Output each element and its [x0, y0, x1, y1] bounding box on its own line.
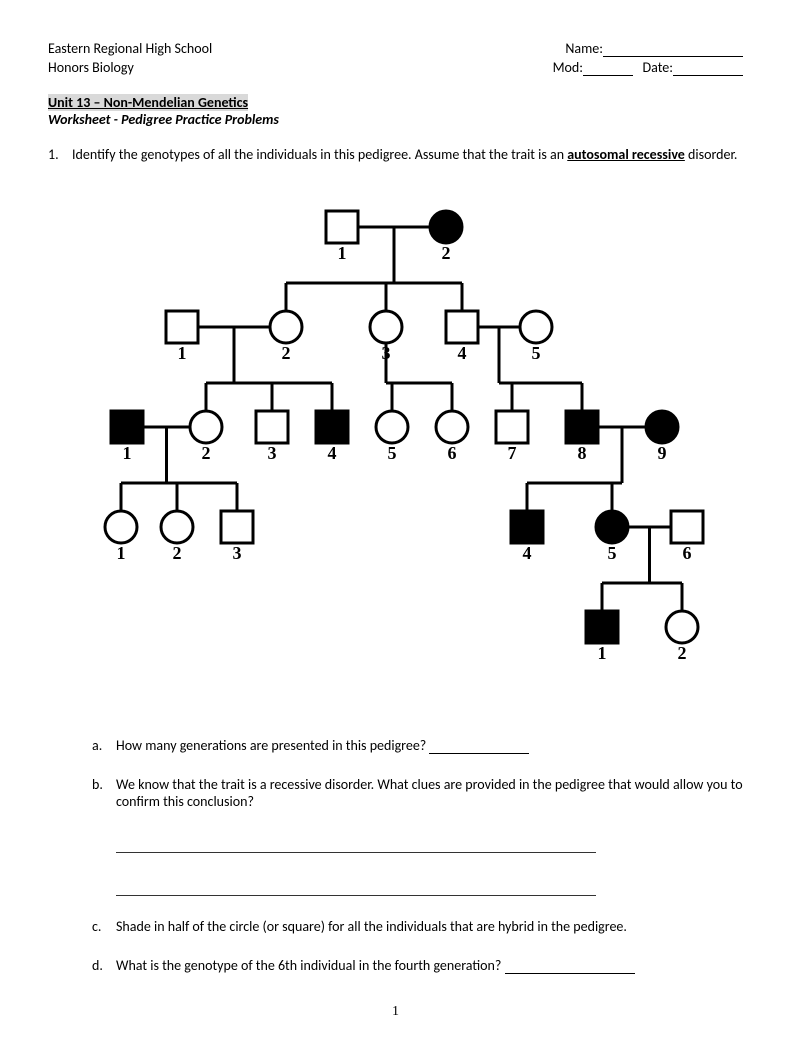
mod-date-labels: Mod: Date: [553, 59, 743, 76]
sub-d-text: What is the genotype of the 6th individu… [116, 957, 743, 974]
svg-text:2: 2 [172, 543, 181, 563]
unit-title: Unit 13 – Non-Mendelian Genetics [48, 94, 248, 111]
svg-text:4: 4 [522, 543, 531, 563]
svg-text:7: 7 [507, 443, 516, 463]
school-label: Eastern Regional High School [48, 40, 212, 57]
q1-text: Identify the genotypes of all the indivi… [72, 146, 743, 163]
svg-text:6: 6 [447, 443, 456, 463]
svg-text:5: 5 [531, 343, 540, 363]
sub-c-text: Shade in half of the circle (or square) … [116, 918, 743, 935]
svg-text:9: 9 [657, 443, 666, 463]
svg-text:3: 3 [232, 543, 241, 563]
sub-b-letter: b. [92, 776, 116, 896]
svg-text:1: 1 [597, 643, 606, 663]
svg-text:5: 5 [387, 443, 396, 463]
sub-a-letter: a. [92, 737, 116, 754]
svg-text:4: 4 [457, 343, 466, 363]
mod-blank[interactable] [583, 61, 633, 76]
svg-text:1: 1 [116, 543, 125, 563]
sub-c-letter: c. [92, 918, 116, 935]
name-blank[interactable] [603, 42, 743, 57]
worksheet-title: Worksheet - Pedigree Practice Problems [48, 111, 279, 128]
sub-a-text: How many generations are presented in th… [116, 737, 743, 754]
svg-text:1: 1 [122, 443, 131, 463]
q1-number: 1. [48, 146, 72, 163]
svg-text:3: 3 [381, 343, 390, 363]
svg-text:2: 2 [281, 343, 290, 363]
page-number: 1 [48, 1004, 743, 1020]
svg-text:2: 2 [677, 643, 686, 663]
svg-text:8: 8 [577, 443, 586, 463]
sub-d-letter: d. [92, 957, 116, 974]
course-label: Honors Biology [48, 59, 134, 76]
svg-text:3: 3 [267, 443, 276, 463]
svg-text:2: 2 [201, 443, 210, 463]
sub-a-blank[interactable] [429, 739, 529, 754]
pedigree-diagram: 1 2 1 2 3 4 5 1 2 3 4 5 6 7 8 9 1 2 3 4 5 6 1 2 [91, 183, 701, 677]
svg-text:4: 4 [327, 443, 336, 463]
sub-b-blank-1[interactable] [116, 838, 596, 853]
name-field-label: Name: [565, 40, 743, 57]
svg-text:1: 1 [337, 243, 346, 263]
sub-b-blank-2[interactable] [116, 881, 596, 896]
sub-d-blank[interactable] [505, 959, 635, 974]
date-blank[interactable] [673, 61, 743, 76]
svg-text:6: 6 [682, 543, 691, 563]
svg-text:2: 2 [441, 243, 450, 263]
svg-text:5: 5 [607, 543, 616, 563]
sub-b-text: We know that the trait is a recessive di… [116, 776, 743, 896]
svg-text:1: 1 [177, 343, 186, 363]
